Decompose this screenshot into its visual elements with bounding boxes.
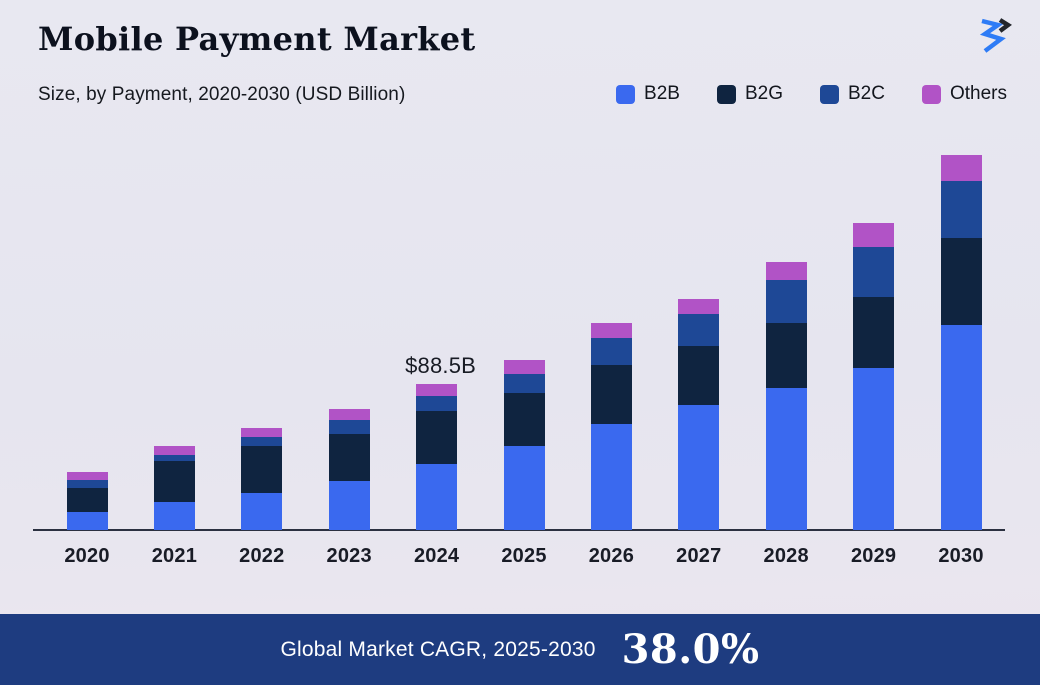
segment-b2c-2029 bbox=[853, 247, 895, 298]
bar-2023 bbox=[328, 409, 370, 530]
segment-others-2025 bbox=[503, 359, 545, 374]
bar-2029 bbox=[853, 222, 895, 530]
bar-2030 bbox=[940, 155, 982, 530]
segment-b2g-2020 bbox=[66, 487, 108, 513]
segment-b2g-2021 bbox=[153, 461, 195, 502]
segment-b2g-2026 bbox=[590, 365, 632, 425]
segment-b2g-2028 bbox=[765, 322, 807, 388]
segment-b2g-2024 bbox=[416, 411, 458, 464]
segment-b2c-2022 bbox=[241, 436, 283, 446]
footer-banner: Global Market CAGR, 2025-2030 38.0% bbox=[0, 614, 1040, 685]
legend: B2B B2G B2C Others bbox=[616, 83, 1007, 105]
x-axis-line bbox=[33, 529, 1005, 531]
zigzag-arrow-logo-icon bbox=[976, 12, 1016, 56]
segment-b2c-2024 bbox=[416, 396, 458, 411]
bar-2021 bbox=[153, 446, 195, 530]
x-axis-label-2030: 2030 bbox=[938, 545, 984, 567]
x-axis-label-2021: 2021 bbox=[151, 545, 198, 567]
segment-b2b-2027 bbox=[678, 405, 720, 530]
x-axis-label-2029: 2029 bbox=[850, 545, 897, 567]
footer-cagr-value: 38.0% bbox=[621, 626, 760, 673]
segment-b2c-2020 bbox=[66, 480, 108, 488]
legend-item-b2g: B2G bbox=[716, 83, 783, 105]
segment-b2c-2028 bbox=[765, 280, 807, 323]
segment-b2c-2030 bbox=[940, 181, 982, 239]
segment-others-2030 bbox=[940, 155, 982, 182]
segment-b2b-2029 bbox=[853, 367, 895, 530]
segment-others-2022 bbox=[241, 427, 283, 437]
bar-2020 bbox=[66, 471, 108, 530]
segment-others-2021 bbox=[153, 446, 195, 456]
page-subtitle: Size, by Payment, 2020-2030 (USD Billion… bbox=[38, 84, 406, 105]
segment-b2b-2030 bbox=[940, 325, 982, 530]
bar-2022 bbox=[241, 427, 283, 530]
segment-others-2029 bbox=[853, 222, 895, 248]
segment-others-2024 bbox=[416, 384, 458, 397]
footer-cagr-label: Global Market CAGR, 2025-2030 bbox=[280, 637, 596, 661]
legend-label: B2B bbox=[644, 83, 680, 104]
legend-item-b2c: B2C bbox=[820, 83, 885, 105]
legend-swatch-b2c bbox=[820, 84, 839, 104]
segment-others-2027 bbox=[678, 298, 720, 314]
legend-label: B2G bbox=[744, 83, 783, 104]
bar-2025 bbox=[503, 359, 545, 530]
segment-b2b-2020 bbox=[66, 512, 108, 530]
segment-b2b-2024 bbox=[416, 463, 458, 530]
segment-b2g-2025 bbox=[503, 392, 545, 447]
segment-b2g-2029 bbox=[853, 297, 895, 368]
segment-b2b-2025 bbox=[503, 446, 545, 530]
bar-2028 bbox=[765, 261, 807, 530]
segment-b2c-2026 bbox=[590, 338, 632, 366]
segment-b2c-2025 bbox=[503, 373, 545, 393]
x-axis-label-2025: 2025 bbox=[501, 545, 547, 567]
segment-b2c-2023 bbox=[328, 419, 370, 435]
legend-item-others: Others bbox=[921, 83, 1007, 105]
legend-swatch-b2b bbox=[616, 84, 636, 104]
segment-b2b-2022 bbox=[241, 492, 283, 530]
segment-b2g-2022 bbox=[241, 445, 283, 493]
segment-b2b-2028 bbox=[765, 387, 807, 530]
page-title: Mobile Payment Market bbox=[38, 20, 476, 58]
segment-others-2023 bbox=[328, 409, 370, 420]
value-annotation-2024: $88.5B bbox=[405, 353, 477, 379]
segment-b2g-2027 bbox=[678, 345, 720, 406]
x-axis-label-2024: 2024 bbox=[413, 545, 460, 567]
segment-b2c-2027 bbox=[678, 313, 720, 346]
segment-b2b-2021 bbox=[153, 501, 195, 530]
segment-b2b-2023 bbox=[328, 480, 370, 530]
segment-others-2020 bbox=[66, 471, 108, 481]
segment-b2c-2021 bbox=[153, 455, 195, 462]
x-axis-label-2026: 2026 bbox=[588, 545, 635, 567]
segment-b2g-2023 bbox=[328, 434, 370, 481]
stacked-bar-plot: $88.5B 2020 2021 2022 2023 2024 2025 2026 2027 2… bbox=[33, 155, 1005, 567]
x-axis-label-2023: 2023 bbox=[326, 545, 372, 567]
bar-2024 bbox=[416, 384, 458, 530]
segment-others-2028 bbox=[765, 261, 807, 281]
legend-label: Others bbox=[949, 83, 1007, 104]
x-axis-label-2028: 2028 bbox=[763, 545, 809, 567]
legend-swatch-others bbox=[921, 84, 941, 104]
segment-b2b-2026 bbox=[590, 424, 632, 530]
legend-item-b2b: B2B bbox=[616, 83, 680, 105]
segment-b2g-2030 bbox=[940, 238, 982, 326]
segment-others-2026 bbox=[590, 322, 632, 339]
x-axis-label-2022: 2022 bbox=[239, 545, 285, 567]
bar-2027 bbox=[678, 298, 720, 530]
legend-swatch-b2g bbox=[716, 84, 736, 104]
x-axis-label-2027: 2027 bbox=[676, 545, 722, 567]
x-axis-label-2020: 2020 bbox=[64, 545, 110, 567]
bar-2026 bbox=[590, 322, 632, 530]
legend-label: B2C bbox=[848, 83, 885, 104]
